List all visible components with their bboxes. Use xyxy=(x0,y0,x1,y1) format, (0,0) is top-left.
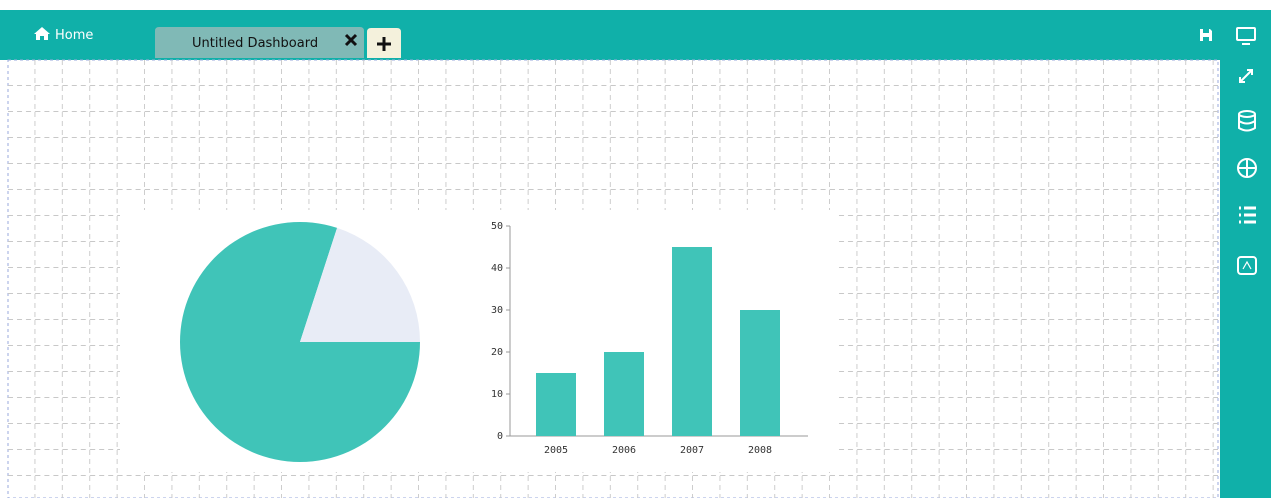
y-tick-label: 40 xyxy=(491,263,503,274)
formula-icon[interactable] xyxy=(1237,256,1257,275)
pie-slice xyxy=(300,227,420,342)
x-tick-label: 2006 xyxy=(612,445,636,456)
list-icon[interactable] xyxy=(1239,206,1256,224)
bar xyxy=(672,247,712,436)
home-icon xyxy=(34,27,50,40)
database-body xyxy=(1238,114,1256,132)
home-label: Home xyxy=(55,28,93,43)
y-tick-label: 10 xyxy=(491,389,503,400)
charts: 0 10 20 30 40 50 2005 2006 2007 2008 xyxy=(180,221,808,462)
tab-bg xyxy=(155,27,364,58)
tab[interactable]: Untitled Dashboard xyxy=(155,27,364,58)
bar xyxy=(536,373,576,436)
add-tab[interactable] xyxy=(367,28,401,58)
x-tick-label: 2005 xyxy=(544,445,568,456)
y-tick-label: 50 xyxy=(491,221,503,232)
y-tick-label: 0 xyxy=(497,431,503,442)
bar xyxy=(740,310,780,436)
bar-widget xyxy=(480,210,838,472)
bar xyxy=(604,352,644,436)
close-icon[interactable] xyxy=(344,33,358,47)
x-tick-label: 2008 xyxy=(748,445,772,456)
y-tick-label: 30 xyxy=(491,305,503,316)
home-button[interactable]: Home xyxy=(34,27,93,43)
expand-icon[interactable] xyxy=(1239,69,1253,83)
preview-icon[interactable] xyxy=(1236,27,1256,41)
chart-icon-lines xyxy=(1238,159,1256,177)
formula-glyph xyxy=(1242,260,1252,270)
plus-icon xyxy=(377,37,391,51)
x-tick-label: 2007 xyxy=(680,445,704,456)
save-icon[interactable] xyxy=(1200,29,1212,41)
y-tick-label: 20 xyxy=(491,347,503,358)
tab-title: Untitled Dashboard xyxy=(192,36,318,51)
sidebar xyxy=(1220,10,1271,498)
